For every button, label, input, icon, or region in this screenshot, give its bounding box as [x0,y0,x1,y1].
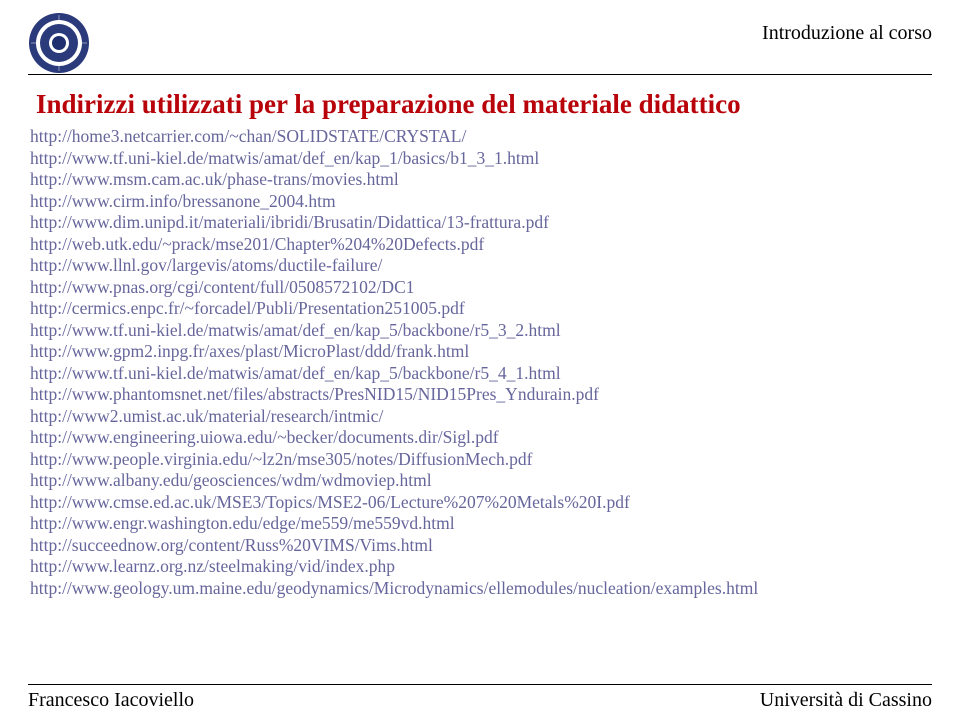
footer-divider [28,684,932,685]
reference-link[interactable]: http://www.phantomsnet.net/files/abstrac… [30,384,932,406]
reference-link[interactable]: http://www2.umist.ac.uk/material/researc… [30,406,932,428]
course-label: Introduzione al corso [762,22,932,45]
reference-link[interactable]: http://succeednow.org/content/Russ%20VIM… [30,535,932,557]
reference-link[interactable]: http://www.cirm.info/bressanone_2004.htm [30,191,932,213]
affiliation: Università di Cassino [760,689,932,712]
reference-link[interactable]: http://www.tf.uni-kiel.de/matwis/amat/de… [30,320,932,342]
reference-link[interactable]: http://www.pnas.org/cgi/content/full/050… [30,277,932,299]
reference-link[interactable]: http://www.llnl.gov/largevis/atoms/ducti… [30,255,932,277]
footer: Francesco Iacoviello Università di Cassi… [28,684,932,712]
page-title: Indirizzi utilizzati per la preparazione… [36,89,932,120]
reference-link[interactable]: http://www.learnz.org.nz/steelmaking/vid… [30,556,932,578]
header-divider [28,74,932,75]
reference-link[interactable]: http://www.msm.cam.ac.uk/phase-trans/mov… [30,169,932,191]
reference-link[interactable]: http://www.engineering.uiowa.edu/~becker… [30,427,932,449]
reference-link[interactable]: http://www.tf.uni-kiel.de/matwis/amat/de… [30,363,932,385]
reference-link[interactable]: http://www.people.virginia.edu/~lz2n/mse… [30,449,932,471]
header: Introduzione al corso [28,18,932,74]
reference-link[interactable]: http://www.engr.washington.edu/edge/me55… [30,513,932,535]
university-seal-logo [28,12,90,74]
reference-link[interactable]: http://web.utk.edu/~prack/mse201/Chapter… [30,234,932,256]
links-list: http://home3.netcarrier.com/~chan/SOLIDS… [30,126,932,599]
reference-link[interactable]: http://www.tf.uni-kiel.de/matwis/amat/de… [30,148,932,170]
reference-link[interactable]: http://cermics.enpc.fr/~forcadel/Publi/P… [30,298,932,320]
reference-link[interactable]: http://www.gpm2.inpg.fr/axes/plast/Micro… [30,341,932,363]
reference-link[interactable]: http://home3.netcarrier.com/~chan/SOLIDS… [30,126,932,148]
reference-link[interactable]: http://www.albany.edu/geosciences/wdm/wd… [30,470,932,492]
reference-link[interactable]: http://www.geology.um.maine.edu/geodynam… [30,578,932,600]
author-name: Francesco Iacoviello [28,689,194,712]
reference-link[interactable]: http://www.cmse.ed.ac.uk/MSE3/Topics/MSE… [30,492,932,514]
reference-link[interactable]: http://www.dim.unipd.it/materiali/ibridi… [30,212,932,234]
